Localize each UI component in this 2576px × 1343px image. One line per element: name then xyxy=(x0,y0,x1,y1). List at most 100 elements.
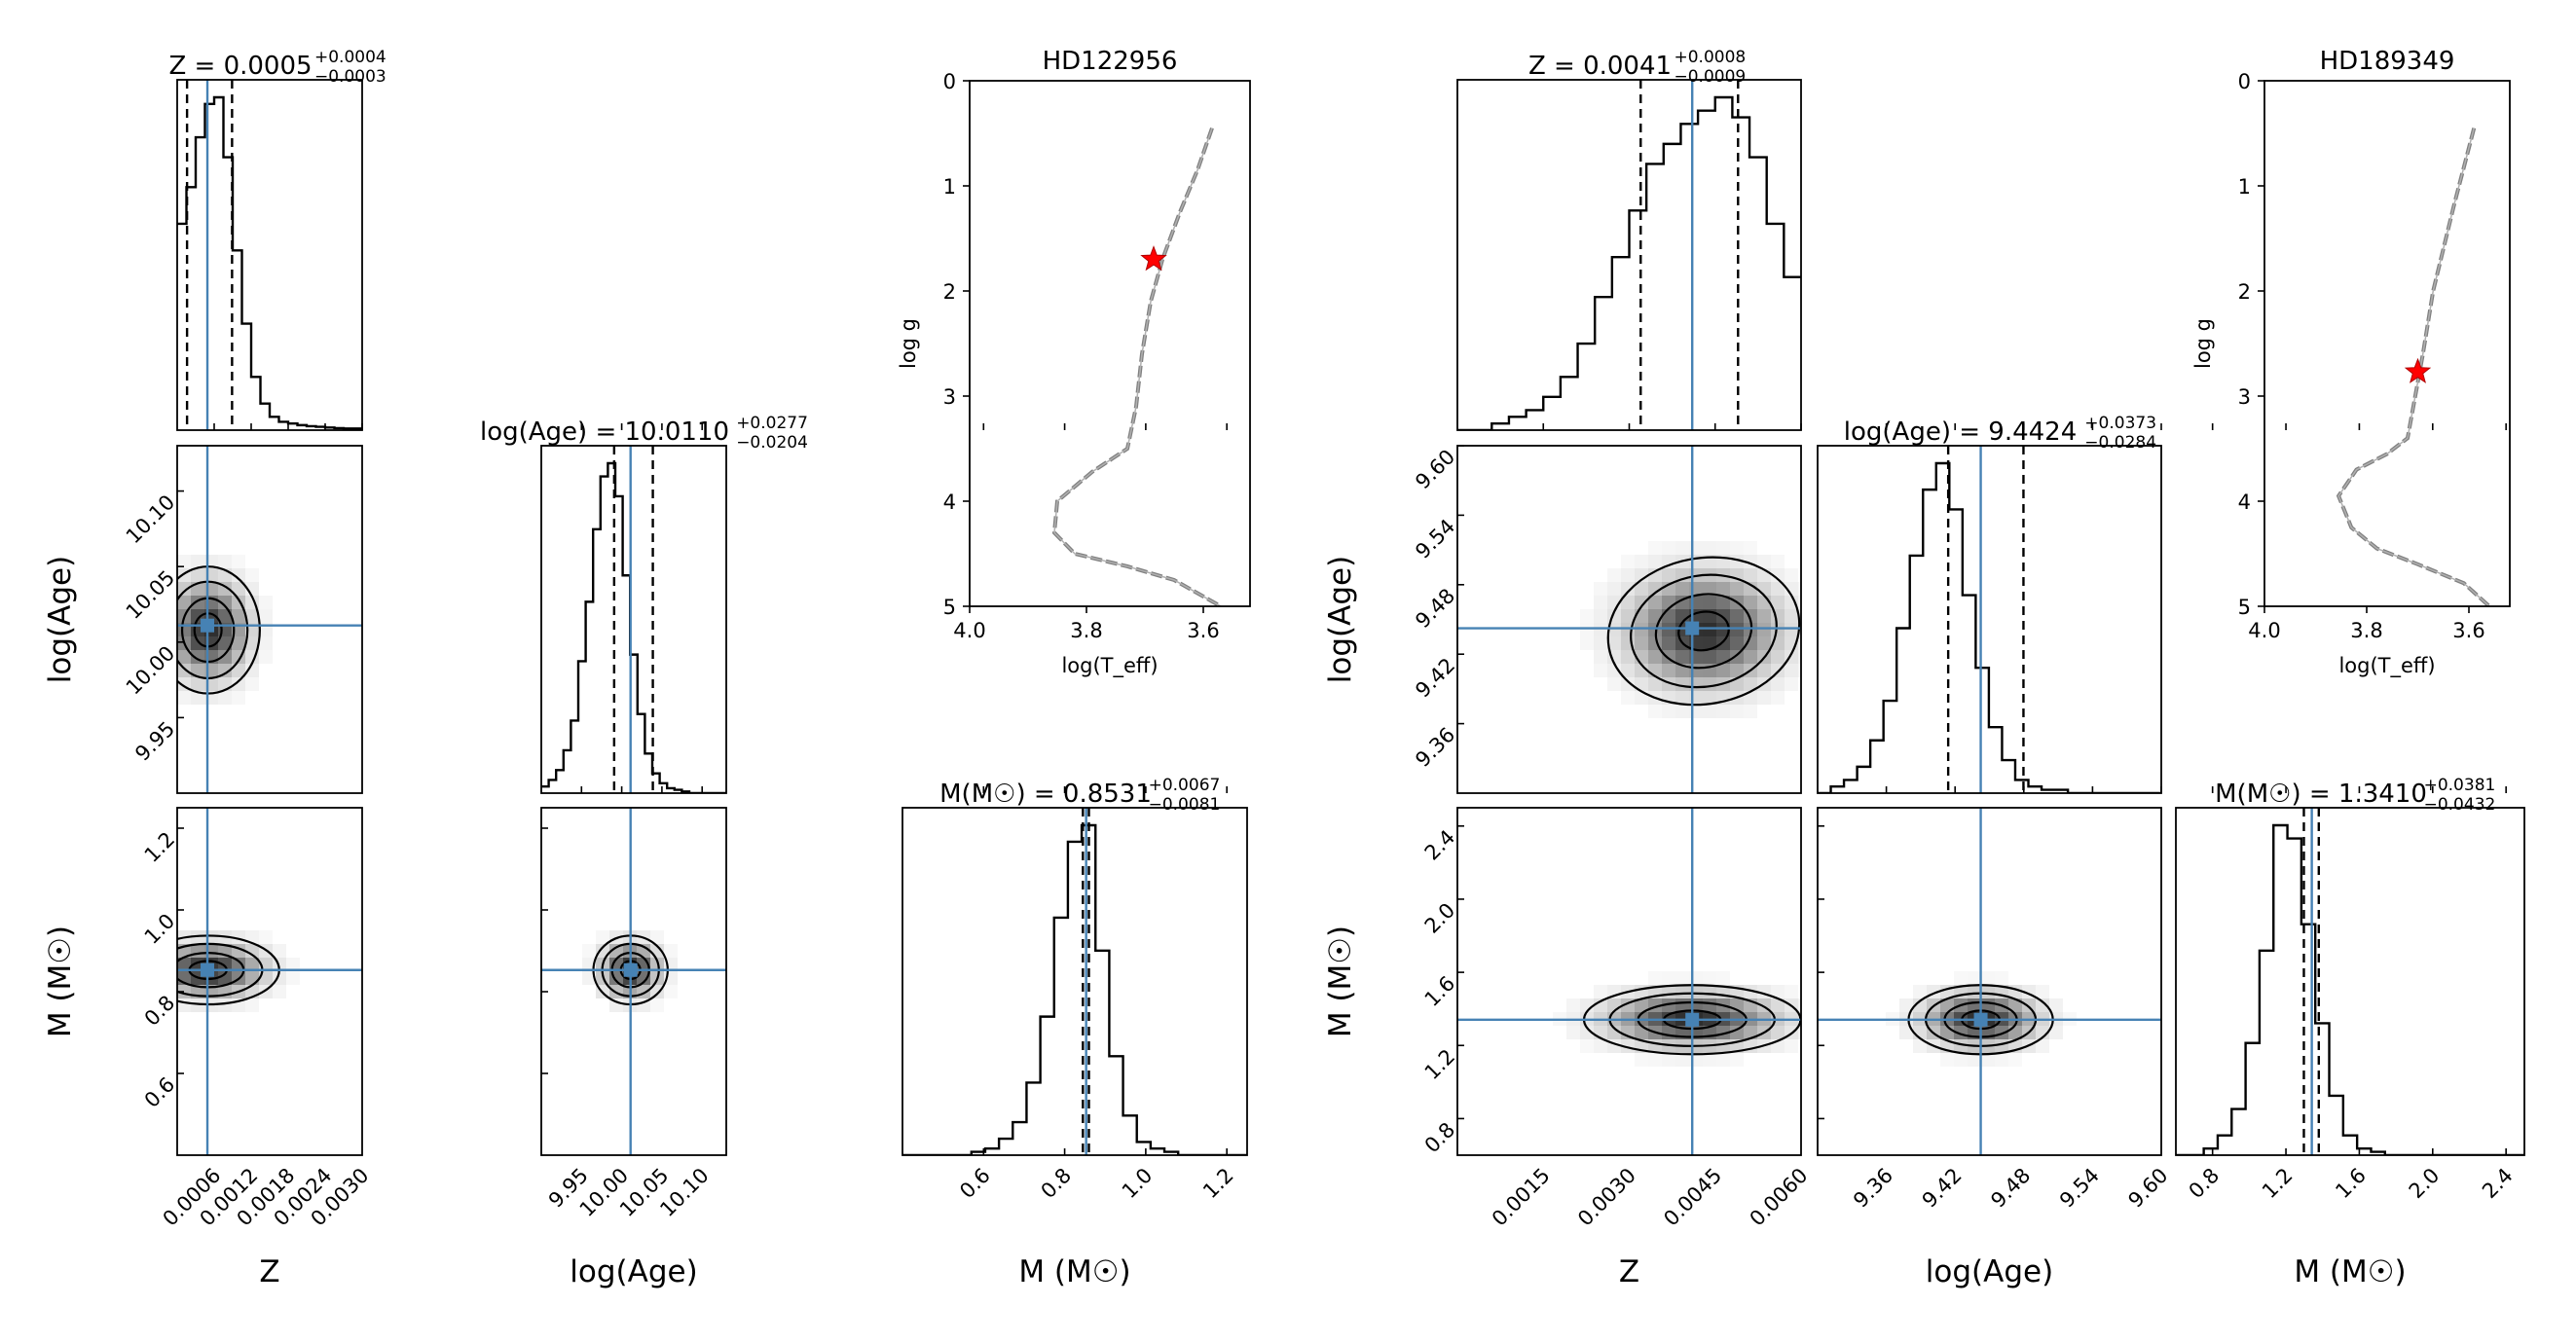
density-cell xyxy=(1954,1039,1968,1053)
density-cell xyxy=(259,636,273,650)
y-tick-label: 4 xyxy=(2238,490,2251,514)
density-cell xyxy=(650,958,664,971)
y-tick-label: 2.4 xyxy=(1420,825,1460,865)
x-tick-label: 9.60 xyxy=(2123,1164,2172,1213)
y-axis-label-M: M (M☉) xyxy=(43,926,78,1037)
x-tick-label: 9.36 xyxy=(1849,1164,1897,1213)
density-cell xyxy=(1648,705,1662,718)
hist-content xyxy=(902,808,1247,1155)
density-cell xyxy=(1785,623,1798,636)
density-cell xyxy=(1798,582,1801,596)
density-cell xyxy=(1662,623,1675,636)
hist-panel-Z: Z = 0.0005 +0.0004−0.0003 xyxy=(168,48,386,431)
density-cell xyxy=(2036,985,2049,998)
density-cell xyxy=(1954,1053,1968,1067)
density-cell xyxy=(191,691,204,705)
density-cell xyxy=(1771,555,1785,568)
density-cell xyxy=(1940,998,1954,1012)
density-cell xyxy=(1648,1053,1662,1067)
density-cell xyxy=(650,985,664,998)
density-cell xyxy=(1771,691,1785,705)
title-plus: +0.0008 xyxy=(1674,48,1747,67)
density-panel-Z-logAge xyxy=(1456,445,1802,794)
density-cell xyxy=(1730,609,1744,623)
density-cell xyxy=(664,944,678,958)
density-cell xyxy=(232,609,245,623)
x-tick-label: 3.8 xyxy=(1070,619,1102,642)
density-cell xyxy=(1607,664,1621,677)
density-cell xyxy=(1675,609,1689,623)
density-cell xyxy=(1675,582,1689,596)
kiel-y-label: log g xyxy=(2191,318,2215,369)
density-cell xyxy=(1730,541,1744,555)
density-cell xyxy=(1662,1053,1675,1067)
density-cell xyxy=(609,944,623,958)
density-cell xyxy=(1662,636,1675,650)
histogram-logAge xyxy=(541,461,726,793)
density-cell xyxy=(1703,596,1716,609)
density-cell xyxy=(218,596,232,609)
x-tick-label: 9.42 xyxy=(1918,1164,1967,1213)
density-panel-Z-M xyxy=(1456,807,1802,1156)
y-tick-label: 9.48 xyxy=(1411,584,1459,633)
density-cell xyxy=(1648,623,1662,636)
density-cell xyxy=(1771,582,1785,596)
density-cell xyxy=(177,582,191,596)
x-tick-label: 1.6 xyxy=(2331,1164,2371,1204)
density-cell xyxy=(1594,985,1607,998)
density-cell xyxy=(1798,664,1801,677)
density-cell xyxy=(1607,568,1621,582)
density-cell xyxy=(1662,1039,1675,1053)
star-marker xyxy=(1140,245,1167,272)
title-minus: −0.0003 xyxy=(314,67,386,87)
y-tick-label: 4 xyxy=(943,490,956,514)
density-cell xyxy=(1675,691,1689,705)
density-cell xyxy=(259,650,273,664)
density-cell xyxy=(650,998,664,1012)
hist-title-logAge: log(Age) = 9.4424 xyxy=(1844,417,2078,447)
density-cell xyxy=(1621,1039,1635,1053)
density-cell xyxy=(1968,1053,1981,1067)
density-cell xyxy=(1995,1026,2008,1039)
density-cell xyxy=(1594,609,1607,623)
histogram-logAge xyxy=(1818,461,2160,793)
y-axis-label-logAge: log(Age) xyxy=(1323,556,1358,683)
density-cell xyxy=(286,958,300,971)
density-cell xyxy=(1594,623,1607,636)
density-cell xyxy=(1744,677,1757,691)
density-cell xyxy=(1662,1026,1675,1039)
y-tick-label: 1.6 xyxy=(1420,971,1460,1011)
x-tick-label: 4.0 xyxy=(953,619,985,642)
density-cell xyxy=(1744,541,1757,555)
kiel-content xyxy=(2336,127,2491,606)
density-cell xyxy=(1716,582,1730,596)
y-tick-label: 2.0 xyxy=(1420,898,1460,938)
density-cell xyxy=(1580,609,1594,623)
x-tick-label: 0.8 xyxy=(2185,1164,2225,1204)
x-tick-label: 2.4 xyxy=(2478,1164,2518,1204)
density-cell xyxy=(177,958,191,971)
density-cell xyxy=(1771,568,1785,582)
x-tick-label: 9.54 xyxy=(2055,1164,2104,1213)
density-cell xyxy=(1771,677,1785,691)
hist-content xyxy=(541,446,726,793)
x-tick-label: 0.0015 xyxy=(1488,1164,1555,1231)
density-cell xyxy=(191,930,204,944)
y-tick-label: 9.36 xyxy=(1411,723,1459,772)
density-cell xyxy=(1703,541,1716,555)
density-cell xyxy=(596,944,609,958)
density-cell xyxy=(1913,998,1927,1012)
hist-panel-logAge: log(Age) = 10.0110 +0.0277−0.0204 xyxy=(480,414,808,794)
density-cell xyxy=(1730,1053,1744,1067)
density-cell xyxy=(1675,1053,1689,1067)
density-panel-Z-M xyxy=(176,807,363,1156)
density-cell xyxy=(1703,650,1716,664)
title-minus: −0.0081 xyxy=(1149,795,1221,815)
density-cell xyxy=(2008,1053,2022,1067)
y-tick-label: 1.0 xyxy=(140,909,180,949)
y-tick-label: 0.8 xyxy=(1420,1118,1460,1158)
hist-content xyxy=(1457,80,1801,430)
y-tick-label: 9.54 xyxy=(1411,515,1459,563)
density-cell xyxy=(1580,623,1594,636)
density-cell xyxy=(191,998,204,1012)
